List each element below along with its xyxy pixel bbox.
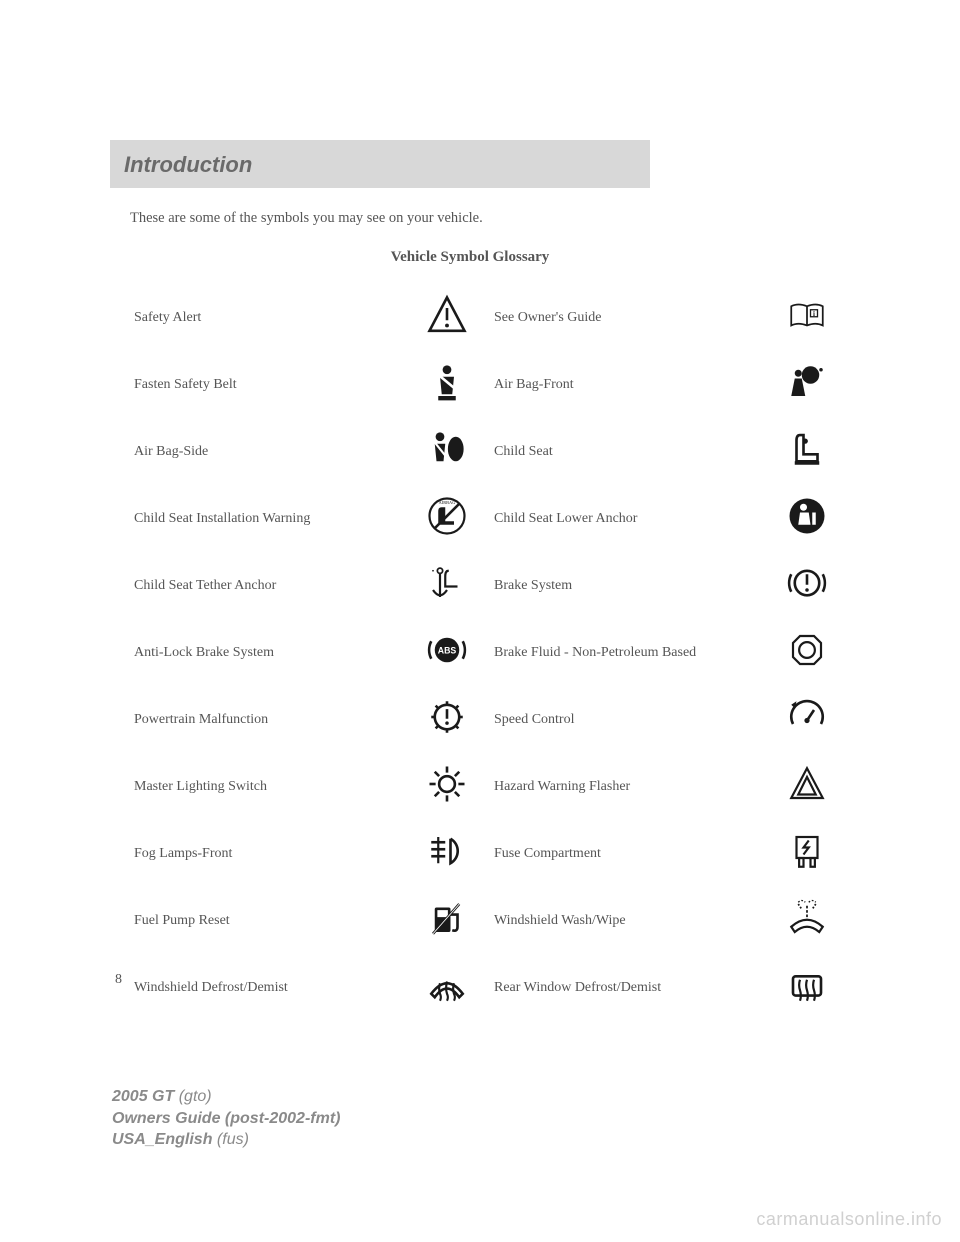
footer-lang: USA_English xyxy=(112,1131,212,1148)
safety-alert-icon xyxy=(404,284,490,351)
table-row: Fasten Safety Belt Air Bag-Front xyxy=(130,351,850,418)
child-seat-icon xyxy=(764,418,850,485)
footer-block: 2005 GT (gto) Owners Guide (post-2002-fm… xyxy=(112,1086,340,1151)
symbol-label: Fuel Pump Reset xyxy=(130,887,404,954)
hazard-flasher-icon xyxy=(764,753,850,820)
brake-system-icon xyxy=(764,552,850,619)
symbol-label: Brake System xyxy=(490,552,764,619)
symbol-label: Air Bag-Side xyxy=(130,418,404,485)
symbol-label: Anti-Lock Brake System xyxy=(130,619,404,686)
symbol-label: Child Seat Lower Anchor xyxy=(490,485,764,552)
symbol-label: Child Seat Tether Anchor xyxy=(130,552,404,619)
rear-defrost-icon xyxy=(764,954,850,1021)
lighting-switch-icon xyxy=(404,753,490,820)
table-row: Fuel Pump Reset Windshield Wash/Wipe xyxy=(130,887,850,954)
powertrain-icon xyxy=(404,686,490,753)
manual-page: Introduction These are some of the symbo… xyxy=(0,0,960,1021)
table-row: Safety Alert See Owner's Guide i xyxy=(130,284,850,351)
table-row: Windshield Defrost/Demist Rear Window De… xyxy=(130,954,850,1021)
abs-icon: ABS xyxy=(404,619,490,686)
fasten-belt-icon xyxy=(404,351,490,418)
airbag-side-icon xyxy=(404,418,490,485)
brake-fluid-icon xyxy=(764,619,850,686)
child-seat-warning-icon: AIRBAG xyxy=(404,485,490,552)
svg-text:i: i xyxy=(813,310,815,318)
fuel-pump-reset-icon xyxy=(404,887,490,954)
symbol-label: Speed Control xyxy=(490,686,764,753)
symbol-label: Fasten Safety Belt xyxy=(130,351,404,418)
symbol-label: Fuse Compartment xyxy=(490,820,764,887)
symbol-label: Fog Lamps-Front xyxy=(130,820,404,887)
symbol-label: Safety Alert xyxy=(130,284,404,351)
symbol-label: Child Seat xyxy=(490,418,764,485)
symbol-label: See Owner's Guide xyxy=(490,284,764,351)
section-header: Introduction xyxy=(110,140,650,188)
footer-lang-code: (fus) xyxy=(217,1131,249,1148)
intro-paragraph: These are some of the symbols you may se… xyxy=(130,210,850,227)
watermark: carmanualsonline.info xyxy=(756,1209,942,1230)
table-row: Master Lighting Switch Hazard Warning Fl… xyxy=(130,753,850,820)
table-row: Child Seat Installation Warning AIRBAG C… xyxy=(130,485,850,552)
table-row: Child Seat Tether Anchor Brake System xyxy=(130,552,850,619)
symbol-label: Powertrain Malfunction xyxy=(130,686,404,753)
child-seat-anchor-icon xyxy=(764,485,850,552)
footer-guide: Owners Guide (post-2002-fmt) xyxy=(112,1108,340,1130)
footer-model: 2005 GT xyxy=(112,1088,174,1105)
symbol-label: Windshield Defrost/Demist xyxy=(130,954,404,1021)
table-row: Air Bag-Side Child Seat xyxy=(130,418,850,485)
symbol-label: Windshield Wash/Wipe xyxy=(490,887,764,954)
table-row: Fog Lamps-Front Fuse Compartment xyxy=(130,820,850,887)
footer-line-3: USA_English (fus) xyxy=(112,1129,340,1151)
page-number: 8 xyxy=(115,972,122,988)
symbol-label: Brake Fluid - Non-Petroleum Based xyxy=(490,619,764,686)
airbag-front-icon xyxy=(764,351,850,418)
tether-anchor-icon xyxy=(404,552,490,619)
windshield-defrost-icon xyxy=(404,954,490,1021)
symbol-label: Master Lighting Switch xyxy=(130,753,404,820)
footer-line-1: 2005 GT (gto) xyxy=(112,1086,340,1108)
section-header-text: Introduction xyxy=(124,152,252,177)
symbol-label: Hazard Warning Flasher xyxy=(490,753,764,820)
symbol-label: Child Seat Installation Warning xyxy=(130,485,404,552)
fuse-compartment-icon xyxy=(764,820,850,887)
windshield-wash-icon xyxy=(764,887,850,954)
symbol-label: Air Bag-Front xyxy=(490,351,764,418)
footer-model-code: (gto) xyxy=(179,1088,212,1105)
svg-text:AIRBAG: AIRBAG xyxy=(438,500,456,505)
table-row: Anti-Lock Brake System ABS Brake Fluid -… xyxy=(130,619,850,686)
fog-lamps-icon xyxy=(404,820,490,887)
symbol-label: Rear Window Defrost/Demist xyxy=(490,954,764,1021)
svg-text:ABS: ABS xyxy=(438,646,457,656)
speed-control-icon xyxy=(764,686,850,753)
glossary-title: Vehicle Symbol Glossary xyxy=(90,249,850,266)
table-row: Powertrain Malfunction Speed Control xyxy=(130,686,850,753)
owners-guide-icon: i xyxy=(764,284,850,351)
glossary-table: Safety Alert See Owner's Guide i Fasten … xyxy=(130,284,850,1021)
